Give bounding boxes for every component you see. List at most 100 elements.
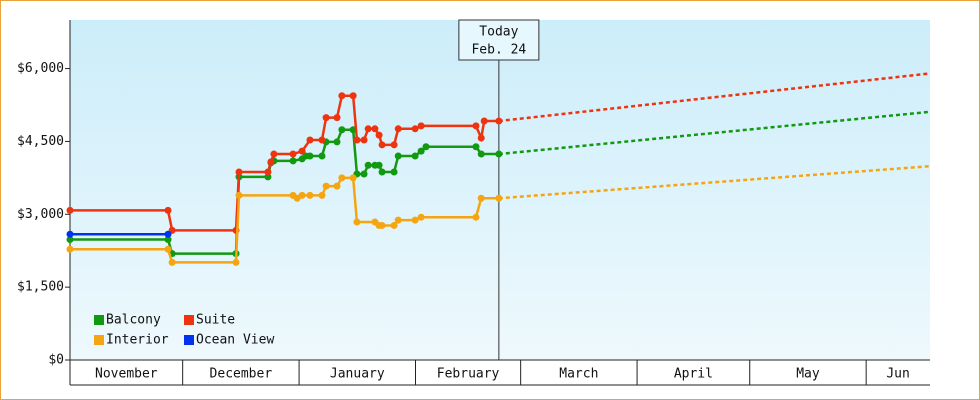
point xyxy=(378,221,386,229)
y-tick-label: $3,000 xyxy=(17,207,64,222)
point xyxy=(306,191,314,199)
x-tick-label: January xyxy=(330,367,385,382)
legend-label: Ocean View xyxy=(196,333,274,348)
y-tick-label: $1,500 xyxy=(17,280,64,295)
point xyxy=(375,161,383,169)
point xyxy=(318,152,326,160)
point xyxy=(472,122,480,130)
point xyxy=(66,206,74,214)
point xyxy=(232,258,240,266)
x-tick-label: November xyxy=(95,367,158,382)
point xyxy=(164,236,172,244)
point xyxy=(495,117,503,125)
x-tick-label: December xyxy=(210,367,273,382)
point xyxy=(66,245,74,253)
point xyxy=(417,147,425,155)
point xyxy=(270,150,278,158)
point xyxy=(480,117,488,125)
point xyxy=(338,92,346,100)
projection-line xyxy=(498,110,931,156)
point xyxy=(364,161,372,169)
point xyxy=(394,125,402,133)
y-tick-label: $6,000 xyxy=(17,61,64,76)
point xyxy=(333,114,341,122)
point xyxy=(378,168,386,176)
point xyxy=(333,182,341,190)
point xyxy=(264,173,272,181)
x-tick-label: March xyxy=(559,367,598,382)
point xyxy=(168,258,176,266)
point xyxy=(390,141,398,149)
point xyxy=(495,194,503,202)
x-tick-label: May xyxy=(796,367,820,382)
point xyxy=(267,158,275,166)
y-tick-label: $4,500 xyxy=(17,134,64,149)
point xyxy=(349,92,357,100)
legend-swatch xyxy=(184,335,194,345)
point xyxy=(66,230,74,238)
point xyxy=(318,136,326,144)
legend-swatch xyxy=(184,315,194,325)
projection-line xyxy=(498,72,931,123)
point xyxy=(371,125,379,133)
point xyxy=(353,136,361,144)
legend-swatch xyxy=(94,335,104,345)
point xyxy=(333,138,341,146)
point xyxy=(477,134,485,142)
point xyxy=(289,157,297,165)
point xyxy=(411,216,419,224)
point xyxy=(390,221,398,229)
point xyxy=(66,236,74,244)
projection-line xyxy=(498,164,931,200)
point xyxy=(298,191,306,199)
point xyxy=(235,168,243,176)
point xyxy=(306,136,314,144)
point xyxy=(394,216,402,224)
point xyxy=(472,143,480,151)
point xyxy=(353,218,361,226)
point xyxy=(338,174,346,182)
point xyxy=(422,143,430,151)
point xyxy=(164,206,172,214)
point xyxy=(322,114,330,122)
point xyxy=(298,147,306,155)
legend-label: Suite xyxy=(196,313,235,328)
today-label: Today xyxy=(479,25,518,40)
point xyxy=(289,150,297,158)
point xyxy=(417,122,425,130)
x-tick-label: Jun xyxy=(886,367,909,382)
point xyxy=(338,126,346,134)
point xyxy=(477,194,485,202)
legend-label: Interior xyxy=(106,333,169,348)
point xyxy=(235,191,243,199)
point xyxy=(164,245,172,253)
point xyxy=(472,213,480,221)
point xyxy=(394,152,402,160)
point xyxy=(306,152,314,160)
x-tick-label: February xyxy=(437,367,500,382)
legend-label: Balcony xyxy=(106,313,161,328)
point xyxy=(417,213,425,221)
plot-area xyxy=(70,20,930,360)
point xyxy=(390,168,398,176)
legend-swatch xyxy=(94,315,104,325)
x-tick-label: April xyxy=(674,367,713,382)
point xyxy=(364,125,372,133)
point xyxy=(375,131,383,139)
today-label: Feb. 24 xyxy=(471,43,526,58)
y-tick-label: $0 xyxy=(48,353,64,368)
point xyxy=(411,125,419,133)
point xyxy=(322,182,330,190)
point xyxy=(411,152,419,160)
point xyxy=(360,170,368,178)
point xyxy=(378,141,386,149)
point xyxy=(318,191,326,199)
point xyxy=(477,150,485,158)
point xyxy=(164,230,172,238)
point xyxy=(349,174,357,182)
point xyxy=(360,136,368,144)
point xyxy=(264,168,272,176)
today-box xyxy=(458,19,540,61)
point xyxy=(495,150,503,158)
